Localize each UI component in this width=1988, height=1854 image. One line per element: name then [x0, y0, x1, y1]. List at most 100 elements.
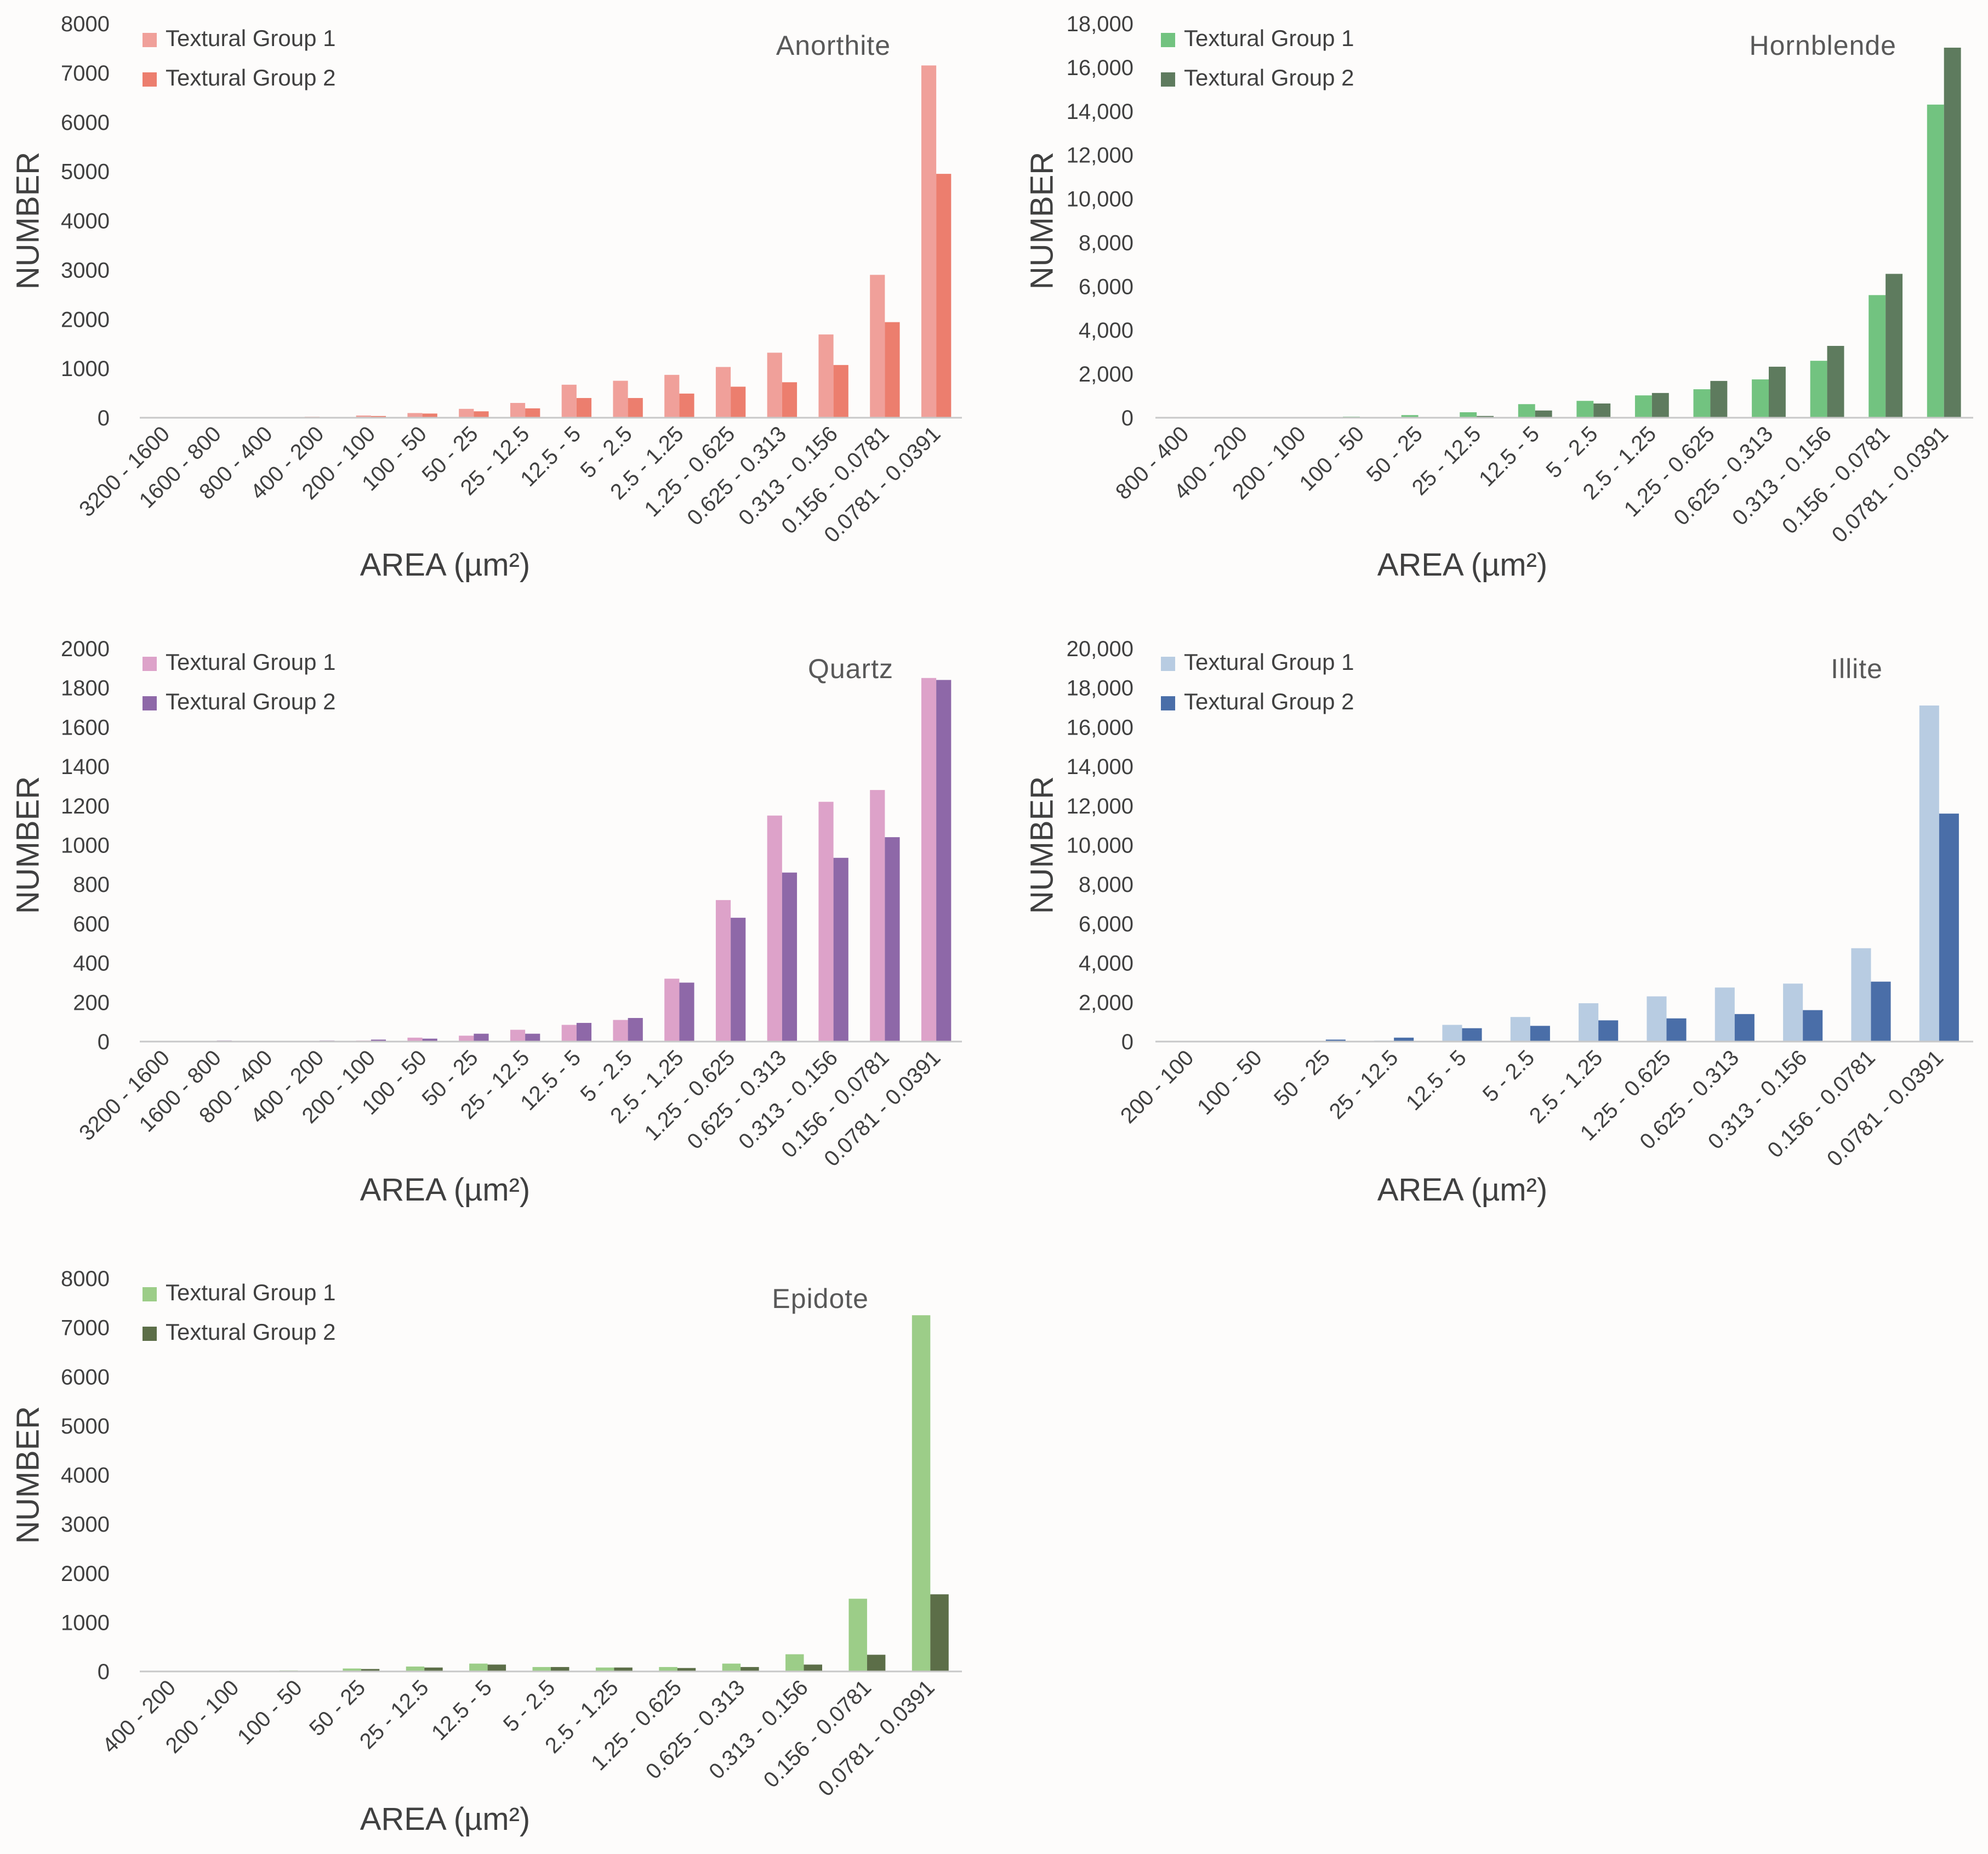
y-tick-label: 0: [98, 1030, 110, 1054]
y-tick-label: 800: [73, 873, 110, 897]
y-tick-label: 0: [98, 406, 110, 430]
legend: Textural Group 1 Textural Group 2: [1161, 649, 1354, 714]
bar-textural-group-2-2-5-1-25: [679, 982, 694, 1042]
bar-textural-group-1-0-313-0-156: [818, 334, 834, 418]
legend-swatch-textural-group-1: [1161, 33, 1175, 47]
bar-textural-group-2-1-25-0-625: [731, 918, 746, 1042]
legend-label: Textural Group 2: [166, 65, 336, 90]
y-tick-label: 10,000: [1067, 187, 1133, 212]
y-tick-label: 4000: [61, 209, 110, 234]
bar-textural-group-1-0-625-0-313: [722, 1663, 741, 1671]
bar-textural-group-1-5-2-5: [613, 380, 628, 418]
legend-label: Textural Group 2: [166, 1319, 336, 1345]
bar-textural-group-1-0-313-0-156: [785, 1654, 804, 1671]
y-tick-label: 6,000: [1079, 912, 1133, 936]
x-axis-title: AREA (µm²): [360, 1801, 531, 1837]
legend: Textural Group 1 Textural Group 2: [143, 1279, 336, 1345]
bar-textural-group-2-25-12-5: [1477, 416, 1494, 418]
bar-textural-group-1-5-2-5: [1510, 1017, 1530, 1042]
bar-textural-group-1-1-25-0-625: [715, 900, 731, 1042]
y-tick-label: 600: [73, 912, 110, 936]
x-axis-title: AREA (µm²): [360, 1172, 531, 1208]
x-tick-label: 200 - 100: [1116, 1045, 1199, 1128]
chart-anorthite: 010002000300040005000600070008000NUMBER3…: [10, 12, 962, 583]
y-tick-label: 1600: [61, 715, 110, 740]
legend-swatch-textural-group-1: [1161, 657, 1175, 671]
y-tick-label: 1800: [61, 676, 110, 701]
bar-textural-group-1-0-156-0-0781: [870, 790, 885, 1042]
bar-textural-group-2-2-5-1-25: [1598, 1020, 1619, 1042]
y-tick-label: 7000: [61, 1316, 110, 1340]
bar-textural-group-2-0-625-0-313: [740, 1667, 759, 1671]
legend-label: Textural Group 1: [166, 25, 336, 51]
chart-title: Hornblende: [1749, 30, 1896, 61]
x-tick-label: 12.5 - 5: [427, 1675, 497, 1745]
bar-textural-group-2-12-5-5: [1462, 1028, 1482, 1042]
bar-textural-group-2-50-25: [1325, 1039, 1346, 1042]
legend: Textural Group 1 Textural Group 2: [143, 25, 336, 90]
legend-label: Textural Group 1: [166, 649, 336, 675]
legend-label: Textural Group 2: [1184, 689, 1354, 714]
bar-textural-group-2-25-12-5: [525, 1033, 540, 1042]
bar-textural-group-1-0-0781-0-0391: [1919, 705, 1939, 1042]
bar-textural-group-2-2-5-1-25: [679, 393, 694, 418]
y-tick-label: 8,000: [1079, 873, 1133, 897]
chart-title: Illite: [1831, 653, 1883, 684]
x-tick-label: 0.156 - 0.0781: [759, 1675, 876, 1793]
bar-textural-group-2-200-100: [371, 416, 386, 418]
y-tick-label: 6000: [61, 1365, 110, 1389]
bar-textural-group-2-2-5-1-25: [614, 1667, 633, 1671]
y-tick-label: 8000: [61, 12, 110, 36]
bar-textural-group-2-0-156-0-0781: [885, 322, 900, 418]
y-tick-label: 0: [98, 1660, 110, 1684]
bar-textural-group-2-0-625-0-313: [782, 382, 798, 418]
bar-textural-group-2-100-50: [422, 1038, 437, 1042]
x-tick-label: 100 - 50: [1193, 1045, 1267, 1119]
bar-textural-group-2-25-12-5: [1394, 1037, 1414, 1042]
chart-title: Anorthite: [776, 30, 891, 61]
y-tick-label: 2,000: [1079, 362, 1133, 386]
bar-textural-group-1-12-5-5: [1518, 404, 1535, 418]
x-tick-label: 100 - 50: [233, 1675, 307, 1749]
chart-epidote: 010002000300040005000600070008000NUMBER4…: [10, 1267, 962, 1837]
x-tick-label: 0.0781 - 0.0391: [813, 1675, 939, 1801]
y-tick-label: 3000: [61, 1512, 110, 1537]
x-tick-label: 5 - 2.5: [499, 1675, 560, 1736]
bar-textural-group-2-5-2-5: [551, 1667, 569, 1671]
bar-textural-group-1-0-313-0-156: [1783, 983, 1803, 1042]
bar-textural-group-2-0-0781-0-0391: [930, 1594, 949, 1671]
bar-textural-group-1-0-0781-0-0391: [921, 65, 937, 418]
y-tick-label: 4,000: [1079, 952, 1133, 976]
bar-textural-group-1-50-25: [459, 1036, 474, 1042]
legend-swatch-textural-group-1: [143, 1287, 157, 1301]
bar-textural-group-2-25-12-5: [424, 1667, 443, 1671]
legend-swatch-textural-group-2: [1161, 72, 1175, 87]
bar-textural-group-1-2-5-1-25: [1634, 395, 1652, 418]
y-tick-label: 2000: [61, 308, 110, 332]
x-axis-title: AREA (µm²): [1377, 1172, 1548, 1208]
legend-label: Textural Group 1: [1184, 649, 1354, 675]
bar-textural-group-2-2-5-1-25: [1651, 393, 1669, 418]
y-tick-label: 1000: [61, 1611, 110, 1635]
y-axis-title: NUMBER: [1024, 152, 1059, 289]
y-tick-label: 14,000: [1067, 755, 1133, 779]
bar-textural-group-1-2-5-1-25: [664, 374, 680, 418]
bar-textural-group-2-200-100: [371, 1039, 386, 1042]
y-tick-label: 1200: [61, 794, 110, 818]
bar-textural-group-2-50-25: [361, 1669, 380, 1671]
bar-textural-group-1-0-625-0-313: [767, 352, 782, 418]
chart-quartz: 0 200 400 600 800 1000 1200 1400 1600 1800 2000 NUM…: [10, 637, 962, 1208]
y-tick-label: 1000: [61, 834, 110, 858]
bar-textural-group-1-12-5-5: [1442, 1025, 1462, 1042]
bar-textural-group-1-100-50: [407, 413, 423, 418]
y-tick-label: 7000: [61, 61, 110, 86]
bar-textural-group-1-25-12-5: [1460, 412, 1477, 418]
bar-textural-group-1-0-156-0-0781: [1851, 948, 1871, 1042]
legend-swatch-textural-group-1: [143, 657, 157, 671]
y-tick-label: 6,000: [1079, 275, 1133, 299]
x-tick-label: 5 - 2.5: [1478, 1045, 1539, 1106]
bar-textural-group-2-50-25: [474, 1033, 489, 1042]
legend-label: Textural Group 1: [166, 1279, 336, 1305]
y-tick-label: 2000: [61, 1562, 110, 1586]
